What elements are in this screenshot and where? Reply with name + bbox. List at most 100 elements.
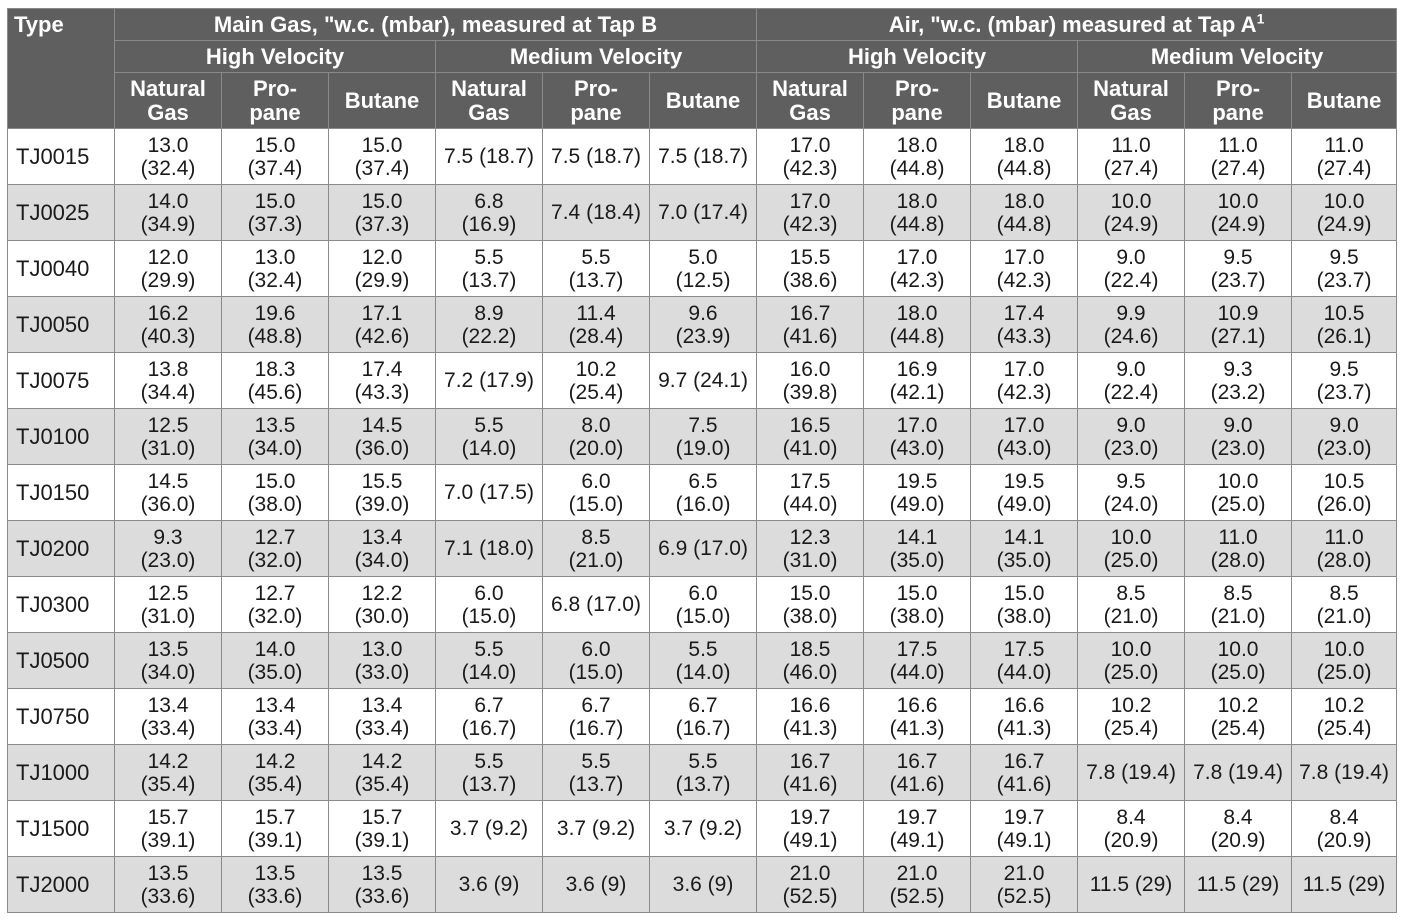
pressure-value-cell: 8.9 (22.2) xyxy=(435,296,543,353)
table-row: TJ0300 12.5 (31.0) 12.7 (32.0) 12.2 (30.0) 6.0(… xyxy=(7,576,1398,633)
inch-wc-value: 14.1 xyxy=(1003,525,1045,549)
inch-wc-value: 6.0 xyxy=(581,637,611,661)
inch-wc-value: 10.0 xyxy=(1217,637,1259,661)
pressure-value-cell: 16.0 (39.8) xyxy=(756,352,865,409)
mbar-value: (32.4) xyxy=(247,268,303,292)
mbar-value: (25.4) xyxy=(1316,716,1372,740)
mbar-value: (23.2) xyxy=(1210,380,1266,404)
inch-wc-value: 10.2 xyxy=(1110,693,1152,717)
pressure-value-cell: 17.0 (42.3) xyxy=(970,352,1079,409)
inch-wc-value: 11.0 xyxy=(1218,525,1258,549)
mbar-value: (49.0) xyxy=(996,492,1052,516)
mbar-value: (41.6) xyxy=(996,772,1052,796)
mbar-value: (14.0) xyxy=(461,660,517,684)
inch-wc-value: 8.5 xyxy=(1116,581,1146,605)
pressure-value-cell: 16.5 (41.0) xyxy=(756,408,865,465)
pressure-value-cell: 21.0 (52.5) xyxy=(970,856,1079,913)
type-cell: TJ0150 xyxy=(7,464,115,521)
inch-wc-value: 16.6 xyxy=(1003,693,1045,717)
inch-wc-value: 8.5 xyxy=(581,525,611,549)
inch-wc-value: 21.0 xyxy=(789,861,831,885)
inch-wc-value: 18.0 xyxy=(1003,189,1045,213)
pressure-value-cell: 18.0 (44.8) xyxy=(863,296,972,353)
pressure-value-cell: 15.7 (39.1) xyxy=(328,800,436,857)
pressure-value-cell: 5.5 (14.0) xyxy=(648,632,758,689)
inch-wc-value: 16.0 xyxy=(789,357,831,381)
pressure-value-cell: 5.5 (13.7) xyxy=(648,744,758,801)
mbar-value: (15.0) xyxy=(568,492,624,516)
mbar-value: (27.4) xyxy=(1316,156,1372,180)
air-group-label: Air, "w.c. (mbar) measured at Tap A xyxy=(888,11,1257,37)
air-group-footnote: 1 xyxy=(1256,10,1265,27)
inch-wc-value: 7.5 xyxy=(688,413,718,437)
inch-wc-value: 17.0 xyxy=(1003,245,1045,269)
mbar-value: (49.0) xyxy=(889,492,945,516)
pressure-value-cell: 16.6 (41.3) xyxy=(970,688,1079,745)
pressure-value-cell: 19.7 (49.1) xyxy=(756,800,865,857)
inch-wc-value: 13.8 xyxy=(147,357,189,381)
inch-wc-value: 15.0 xyxy=(254,189,296,213)
inch-wc-value: 10.0 xyxy=(1110,637,1152,661)
pressure-value-cell: 7.5 (18.7) xyxy=(648,128,758,185)
inch-wc-value: 7.5 (18.7) xyxy=(444,145,534,168)
mbar-value: (34.9) xyxy=(140,212,196,236)
main-gas-group-label: Main Gas, "w.c. (mbar), measured at Tap … xyxy=(213,11,658,37)
table-row: TJ0750 13.4 (33.4) 13.4 (33.4) 13.4 (33.4) 6.7(… xyxy=(7,688,1398,745)
mbar-value: (12.5) xyxy=(675,268,731,292)
mbar-value: (38.0) xyxy=(247,492,303,516)
mbar-value: (30.0) xyxy=(354,604,410,628)
mbar-value: (44.8) xyxy=(889,212,945,236)
velocity-header: Medium Velocity xyxy=(1077,40,1398,73)
inch-wc-value: 10.5 xyxy=(1323,469,1365,493)
mbar-value: (45.6) xyxy=(247,380,303,404)
mbar-value: (33.6) xyxy=(247,884,303,908)
inch-wc-value: 16.5 xyxy=(789,413,831,437)
pressure-value-cell: 5.5 (13.7) xyxy=(435,744,543,801)
table-body: TJ0015 13.0 (32.4) 15.0 (37.4) 15.0 (37.4) 7.5 … xyxy=(7,128,1398,913)
pressure-value-cell: 12.5 (31.0) xyxy=(114,408,222,465)
inch-wc-value: 16.6 xyxy=(896,693,938,717)
inch-wc-value: 14.1 xyxy=(896,525,938,549)
pressure-value-cell: 7.5 (19.0) xyxy=(648,408,758,465)
pressure-value-cell: 18.0 (44.8) xyxy=(863,128,972,185)
mbar-value: (48.8) xyxy=(247,324,303,348)
inch-wc-value: 12.0 xyxy=(361,245,403,269)
inch-wc-value: 15.0 xyxy=(254,469,296,493)
mbar-value: (20.0) xyxy=(568,436,624,460)
inch-wc-value: 11.5 (29) xyxy=(1196,873,1280,896)
pressure-value-cell: 7.4 (18.4) xyxy=(542,184,650,241)
mbar-value: (41.0) xyxy=(782,436,838,460)
table-row: TJ1500 15.7 (39.1) 15.7 (39.1) 15.7 (39.1) 3.7 … xyxy=(7,800,1398,857)
inch-wc-value: 5.0 xyxy=(688,245,718,269)
inch-wc-value: 19.7 xyxy=(896,805,938,829)
inch-wc-value: 19.7 xyxy=(789,805,831,829)
pressure-value-cell: 12.0 (29.9) xyxy=(328,240,436,297)
type-cell: TJ2000 xyxy=(7,856,115,913)
mbar-value: (32.0) xyxy=(247,548,303,572)
mbar-value: (42.6) xyxy=(354,324,410,348)
mbar-value: (20.9) xyxy=(1210,828,1266,852)
mbar-value: (19.0) xyxy=(675,436,731,460)
pressure-value-cell: 15.7 (39.1) xyxy=(114,800,222,857)
pressure-value-cell: 17.0 (42.3) xyxy=(863,240,972,297)
pressure-value-cell: 9.0 (23.0) xyxy=(1291,408,1398,465)
mbar-value: (15.0) xyxy=(568,660,624,684)
pressure-value-cell: 3.6 (9) xyxy=(648,856,758,913)
mbar-value: (13.7) xyxy=(568,268,624,292)
pressure-value-cell: 3.6 (9) xyxy=(435,856,543,913)
mbar-value: (41.6) xyxy=(782,324,838,348)
fuel-column-header: Butane xyxy=(328,72,436,129)
mbar-value: (39.1) xyxy=(354,828,410,852)
inch-wc-value: 10.5 xyxy=(1323,301,1365,325)
mbar-value: (37.3) xyxy=(354,212,410,236)
mbar-value: (31.0) xyxy=(782,548,838,572)
inch-wc-value: 3.7 (9.2) xyxy=(449,817,529,840)
mbar-value: (20.9) xyxy=(1103,828,1159,852)
fuel-header-line-2: pane xyxy=(570,99,622,125)
inch-wc-value: 15.5 xyxy=(361,469,403,493)
fuel-column-header: Natural Gas xyxy=(1077,72,1186,129)
pressure-value-cell: 6.8 (16.9) xyxy=(435,184,543,241)
mbar-value: (40.3) xyxy=(140,324,196,348)
inch-wc-value: 17.0 xyxy=(789,189,831,213)
pressure-value-cell: 8.5 (21.0) xyxy=(1291,576,1398,633)
